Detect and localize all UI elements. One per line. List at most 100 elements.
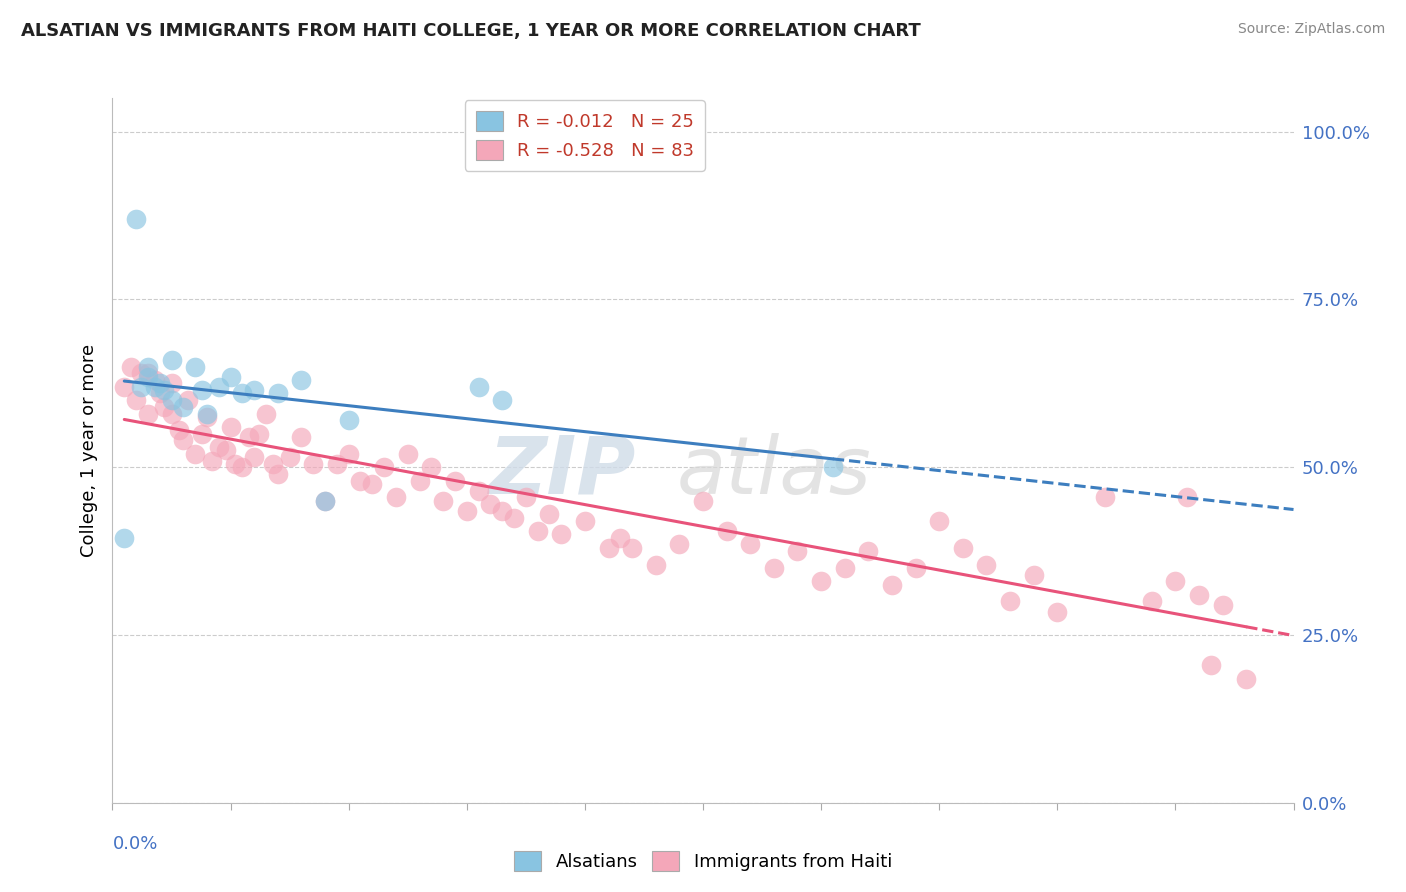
Point (420, 460, 443, 475)
Point (1199, 658, 1222, 673)
Point (408, 474, 430, 488)
Point (219, 420, 242, 434)
Point (952, 541, 974, 555)
Point (314, 493, 336, 508)
Point (160, 393, 183, 408)
Point (195, 409, 218, 424)
Point (361, 477, 384, 491)
Point (598, 541, 620, 555)
Point (129, 366, 152, 380)
Point (231, 386, 253, 401)
Point (1164, 574, 1187, 589)
Text: ZIP: ZIP (488, 433, 636, 510)
Point (526, 524, 548, 538)
Point (385, 491, 408, 505)
Y-axis label: College, 1 year or more: College, 1 year or more (80, 344, 98, 557)
Point (1022, 567, 1045, 582)
Point (149, 376, 172, 391)
Text: atlas: atlas (676, 433, 872, 510)
Point (112, 380, 135, 394)
Point (290, 430, 312, 444)
Point (215, 443, 238, 458)
Point (692, 493, 714, 508)
Point (1094, 491, 1116, 505)
Point (224, 457, 246, 471)
Point (821, 460, 844, 475)
Point (515, 491, 537, 505)
Point (740, 537, 762, 551)
Point (267, 386, 290, 401)
Point (262, 457, 284, 471)
Point (136, 369, 159, 384)
Legend: Alsatians, Immigrants from Haiti: Alsatians, Immigrants from Haiti (506, 844, 900, 879)
Point (243, 383, 266, 397)
Point (1140, 594, 1163, 608)
Point (467, 380, 489, 394)
Point (191, 383, 214, 397)
Point (247, 426, 270, 441)
Point (491, 393, 513, 408)
Point (1234, 672, 1257, 686)
Point (621, 541, 644, 555)
Point (976, 558, 998, 572)
Legend: R = -0.012   N = 25, R = -0.528   N = 83: R = -0.012 N = 25, R = -0.528 N = 83 (465, 100, 704, 170)
Point (208, 380, 231, 394)
Text: ALSATIAN VS IMMIGRANTS FROM HAITI COLLEGE, 1 YEAR OR MORE CORRELATION CHART: ALSATIAN VS IMMIGRANTS FROM HAITI COLLEG… (21, 22, 921, 40)
Point (349, 474, 371, 488)
Point (153, 400, 176, 414)
Point (243, 450, 266, 465)
Point (219, 369, 242, 384)
Point (491, 504, 513, 518)
Point (503, 510, 526, 524)
Point (858, 544, 880, 558)
Point (538, 507, 561, 521)
Point (467, 483, 489, 498)
Point (326, 457, 349, 471)
Point (136, 366, 159, 380)
Point (238, 430, 260, 444)
Point (208, 440, 231, 454)
Point (184, 447, 207, 461)
Point (1212, 598, 1234, 612)
Point (762, 561, 785, 575)
Point (668, 537, 690, 551)
Point (574, 514, 596, 528)
Text: Source: ZipAtlas.com: Source: ZipAtlas.com (1237, 22, 1385, 37)
Point (136, 407, 159, 421)
Point (928, 514, 950, 528)
Point (810, 574, 832, 589)
Point (172, 434, 194, 448)
Point (644, 558, 666, 572)
Point (172, 400, 194, 414)
Point (125, 211, 148, 226)
Point (184, 359, 207, 374)
Point (998, 594, 1021, 608)
Point (373, 460, 395, 475)
Point (254, 407, 277, 421)
Point (456, 504, 478, 518)
Point (834, 561, 856, 575)
Point (149, 386, 172, 401)
Point (129, 380, 152, 394)
Point (112, 531, 135, 545)
Point (231, 460, 253, 475)
Point (396, 447, 419, 461)
Point (160, 352, 183, 367)
Point (444, 474, 467, 488)
Point (120, 359, 142, 374)
Point (201, 453, 224, 467)
Point (267, 467, 290, 481)
Point (278, 450, 301, 465)
Point (290, 373, 312, 387)
Point (314, 493, 336, 508)
Point (167, 423, 190, 437)
Point (177, 393, 200, 408)
Point (160, 376, 183, 391)
Point (1175, 491, 1198, 505)
Point (479, 497, 502, 511)
Point (716, 524, 738, 538)
Point (143, 380, 166, 394)
Point (786, 544, 808, 558)
Point (160, 407, 183, 421)
Point (302, 457, 325, 471)
